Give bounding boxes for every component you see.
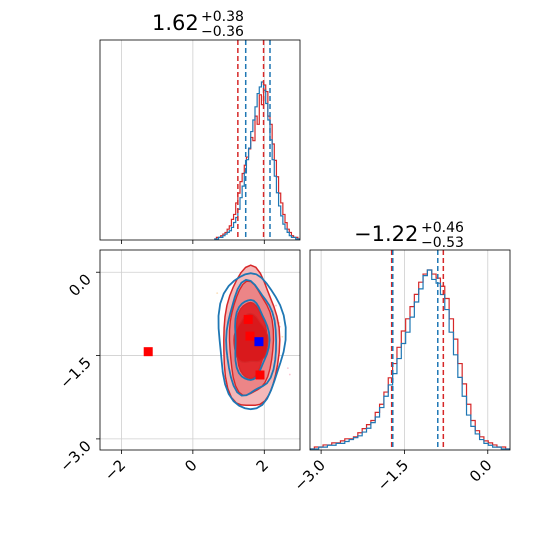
sample-point — [288, 373, 291, 376]
contour-blue-mid — [225, 278, 278, 397]
param2-title: −1.22 +0.46 −0.53 — [354, 220, 464, 251]
param1-title-sub: −0.36 — [201, 24, 244, 40]
hist-frame-param2 — [309, 249, 511, 451]
param1-title-sup: +0.38 — [201, 9, 244, 25]
tick-label-x1-2: 2 — [253, 456, 272, 475]
histogram-blue-param1 — [214, 81, 300, 240]
histogram-red-param2 — [310, 269, 510, 450]
sample-point — [286, 367, 289, 370]
tick-label-y1-0: −3.0 — [56, 437, 94, 475]
param2-title-sub: −0.53 — [421, 235, 464, 251]
tick-label-y1-1: −1.5 — [56, 354, 94, 392]
param1-title-main: 1.62 — [152, 11, 199, 35]
hist-panel-param1 — [99, 39, 301, 241]
marker-red-0 — [143, 347, 153, 357]
y-axis-param2: −3.0 −1.5 0.0 — [56, 270, 100, 475]
contour-blue-outer — [217, 272, 287, 411]
marker-blue-0 — [254, 337, 264, 347]
tick-label-x2-0: −3.0 — [290, 456, 328, 494]
param2-title-main: −1.22 — [354, 222, 418, 246]
x-axis-param2-hist: −3.0 −1.5 0.0 — [290, 450, 496, 495]
tick-label-y1-2: 0.0 — [65, 270, 95, 300]
tick-label-x2-2: 0.0 — [466, 456, 496, 486]
marker-red-3 — [255, 370, 265, 380]
histogram-blue-param2 — [310, 269, 510, 450]
tick-label-x2-1: −1.5 — [374, 456, 412, 494]
sample-point — [216, 292, 219, 295]
hist-panel-param2 — [309, 249, 511, 451]
scatter-frame — [99, 249, 301, 451]
tick-label-x1-0: −2 — [101, 456, 129, 484]
sample-point — [275, 304, 277, 307]
histogram-red-param1 — [214, 84, 300, 240]
hist-frame-param1 — [99, 39, 301, 241]
param1-title: 1.62 +0.38 −0.36 — [152, 9, 244, 40]
tick-label-x1-1: 0 — [181, 456, 200, 475]
param2-title-sup: +0.46 — [421, 220, 464, 236]
sample-point — [281, 335, 284, 338]
marker-red-1 — [243, 314, 253, 324]
marker-red-2 — [245, 331, 255, 341]
scatter-panel — [99, 249, 301, 451]
